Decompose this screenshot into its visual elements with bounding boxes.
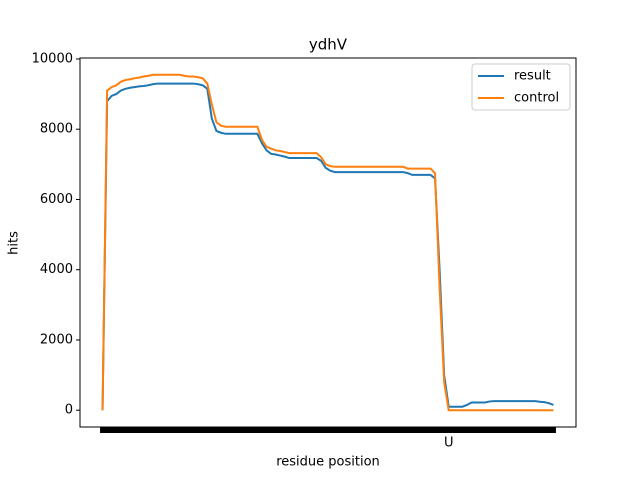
chart-title: ydhV <box>309 36 348 54</box>
y-tick-label: 8000 <box>40 122 73 137</box>
y-tick-label: 0 <box>65 403 73 418</box>
legend-label: result <box>514 69 551 84</box>
x-tick-label: U <box>444 436 454 451</box>
y-tick-label: 4000 <box>40 262 73 277</box>
y-tick-label: 6000 <box>40 192 73 207</box>
y-axis-label: hits <box>7 231 22 255</box>
x-axis-label: residue position <box>276 455 380 470</box>
y-tick-label: 2000 <box>40 332 73 347</box>
legend-label: control <box>514 91 559 106</box>
line-series <box>101 73 554 412</box>
y-tick-label: 10000 <box>32 51 73 66</box>
plot-frame <box>79 57 577 428</box>
line-series <box>101 82 554 411</box>
